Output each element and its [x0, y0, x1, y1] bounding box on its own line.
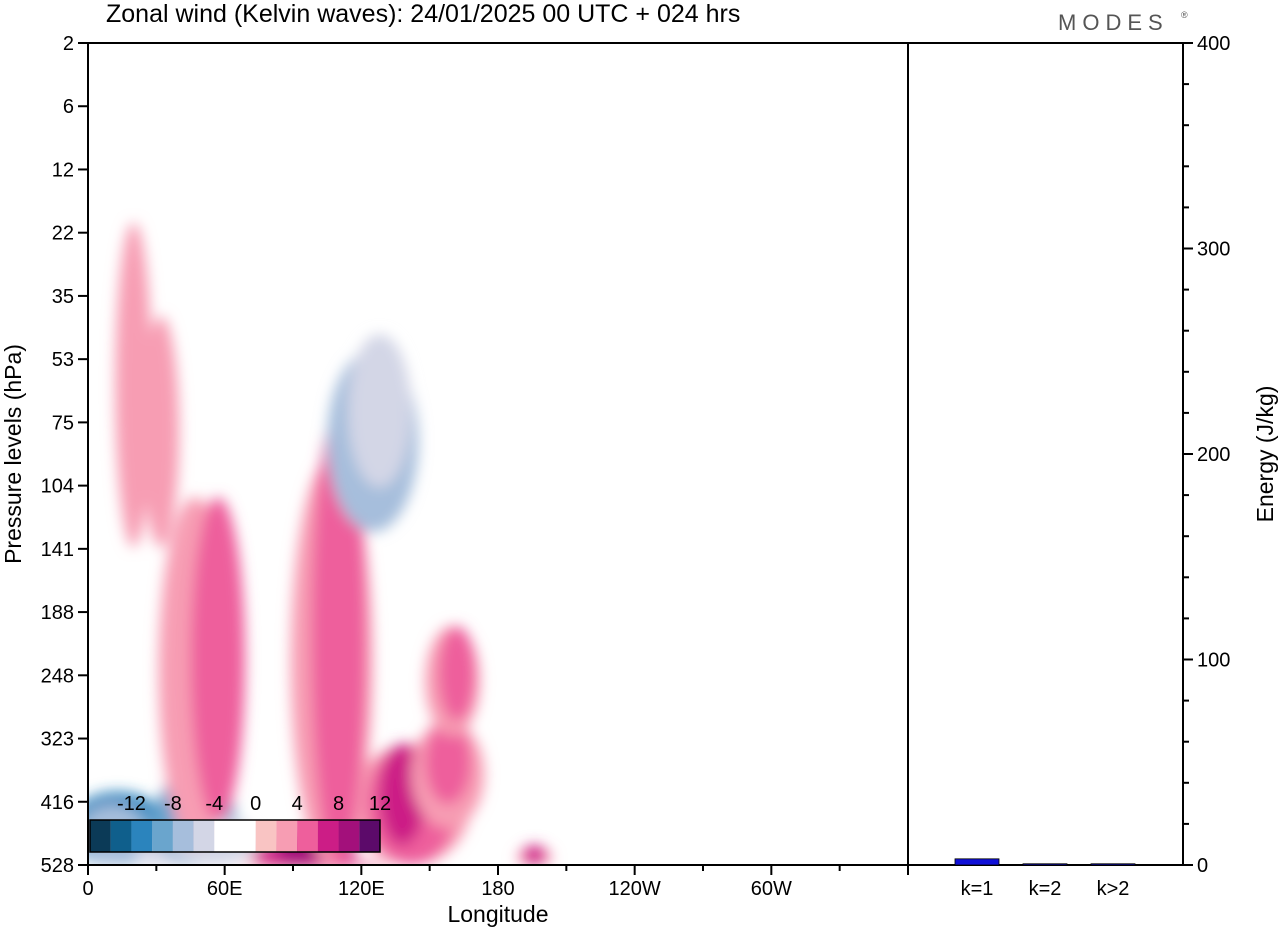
colorbar-label: 0	[250, 793, 261, 815]
x-axis-label: Longitude	[447, 901, 548, 927]
colorbar-swatch	[276, 820, 298, 852]
colorbar-label: 4	[292, 793, 303, 815]
colorbar-swatch	[235, 820, 256, 852]
colorbar-swatch	[131, 820, 153, 852]
brand-logo: MODES	[1058, 10, 1169, 35]
y-tick-label: 323	[41, 729, 74, 751]
energy-category-label: k=1	[961, 878, 994, 900]
energy-bars	[954, 858, 1136, 866]
energy-tick-label: 400	[1197, 33, 1230, 55]
colorbar-label: -12	[117, 793, 146, 815]
heatmap-x-axis: 0 60E 120E 180 120W 60W	[82, 865, 909, 900]
energy-x-axis: k=1 k=2 k>2	[961, 878, 1130, 900]
y-tick-label: 6	[63, 96, 74, 118]
heatmap-region	[425, 720, 471, 805]
heatmap-region	[525, 845, 544, 865]
y-tick-label: 75	[52, 412, 74, 434]
y-tick-label: 141	[41, 539, 74, 561]
energy-axis-label: Energy (J/kg)	[1252, 386, 1278, 523]
colorbar-swatch	[297, 820, 318, 852]
colorbar-swatch	[255, 820, 277, 852]
energy-bar	[1090, 863, 1136, 866]
y-tick-label: 188	[41, 602, 74, 624]
x-tick-label: 60W	[751, 878, 792, 900]
colorbar-swatch	[110, 820, 132, 852]
heatmap-region	[347, 334, 412, 488]
x-tick-label: 0	[82, 878, 93, 900]
brand-mark: ®	[1181, 10, 1188, 20]
y-tick-label: 416	[41, 792, 74, 814]
colorbar: -12 -8 -4 0 4 8 12	[89, 793, 391, 853]
colorbar-label: -8	[164, 793, 182, 815]
colorbar-swatch	[214, 820, 235, 852]
colorbar-frame	[89, 819, 381, 853]
energy-tick-label: 0	[1197, 855, 1208, 877]
energy-bar	[1022, 863, 1068, 866]
energy-bar	[954, 858, 1000, 866]
colorbar-label: 12	[369, 793, 391, 815]
heatmap-region	[142, 316, 180, 548]
y-tick-label: 53	[52, 349, 74, 371]
y-axis-label: Pressure levels (hPa)	[0, 344, 26, 564]
colorbar-swatch	[172, 820, 194, 852]
colorbar-swatch	[359, 820, 380, 852]
energy-tick-label: 300	[1197, 239, 1230, 261]
colorbar-swatch	[338, 820, 360, 852]
x-tick-label: 180	[481, 878, 514, 900]
colorbar-label: -4	[205, 793, 223, 815]
heatmap-field	[88, 43, 908, 865]
heatmap-region	[115, 222, 152, 548]
colorbar-swatch	[193, 820, 215, 852]
heatmap-y-axis: 2 6 12 22 35 53 75 104 141 188 248 323 416 528	[41, 33, 88, 877]
energy-category-label: k=2	[1029, 878, 1062, 900]
colorbar-swatch	[90, 820, 111, 852]
energy-category-label: k>2	[1097, 878, 1130, 900]
heatmap-region	[311, 409, 366, 865]
energy-tick-label: 100	[1197, 650, 1230, 672]
x-tick-label: 120W	[609, 878, 661, 900]
heatmap-region	[190, 497, 246, 823]
colorbar-label: 8	[333, 793, 344, 815]
x-tick-label: 120E	[338, 878, 385, 900]
y-tick-label: 528	[41, 855, 74, 877]
energy-y-axis: 0 100 200 300 400	[1183, 33, 1230, 877]
chart-title: Zonal wind (Kelvin waves): 24/01/2025 00…	[106, 0, 740, 28]
energy-tick-label: 200	[1197, 444, 1230, 466]
y-tick-label: 248	[41, 665, 74, 687]
x-tick-label: 60E	[207, 878, 243, 900]
colorbar-swatch	[317, 820, 339, 852]
y-tick-label: 12	[52, 159, 74, 181]
heatmap-region	[438, 626, 476, 721]
colorbar-swatch	[152, 820, 173, 852]
y-tick-label: 22	[52, 223, 74, 245]
y-tick-label: 2	[63, 33, 74, 55]
energy-panel-frame	[907, 42, 1184, 866]
y-tick-label: 35	[52, 286, 74, 308]
y-tick-label: 104	[41, 476, 74, 498]
